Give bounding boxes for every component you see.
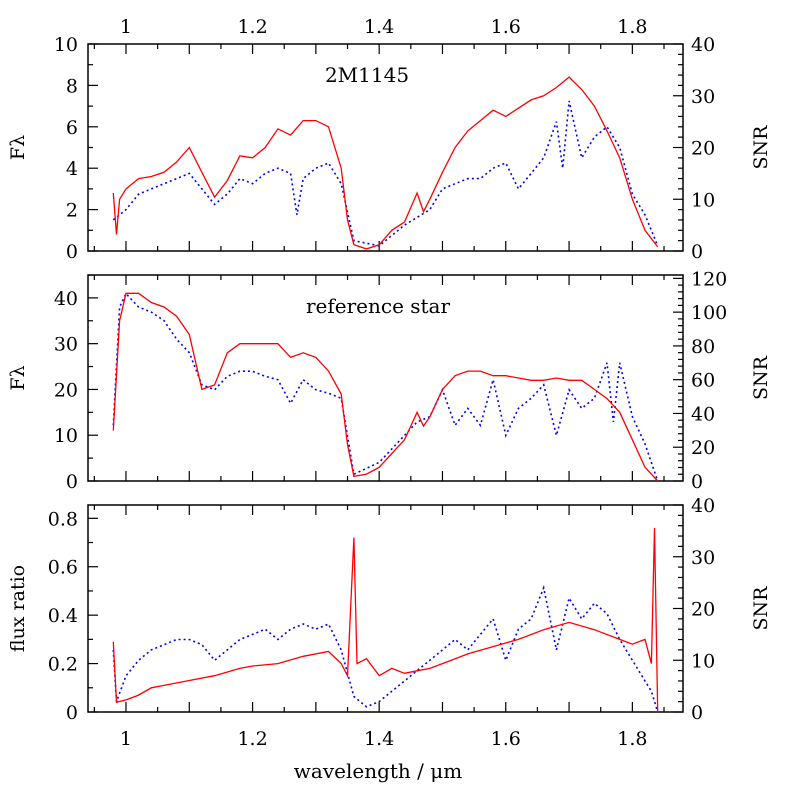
x-tick-label: 1.2	[237, 728, 267, 750]
y-right-tick-label: 20	[691, 599, 715, 621]
y-tick-label: 0.2	[48, 654, 78, 676]
y-tick-label: 4	[66, 158, 78, 180]
y-right-tick-label: 60	[691, 370, 715, 392]
y-right-tick-label: 10	[691, 650, 715, 672]
y-right-tick-label: 30	[691, 547, 715, 569]
y-tick-label: 0	[66, 241, 78, 263]
y-right-tick-label: 0	[691, 471, 703, 493]
panel-2: 0 10 20 30 40 0 20 40 60 80 100 120 Fλ SNR reference s…	[7, 268, 772, 493]
y-right-tick-label: 120	[691, 268, 727, 290]
y-tick-label: 0.8	[48, 508, 78, 530]
y-right-axis-label: SNR	[750, 125, 772, 170]
x-top-tick-label: 1.8	[617, 16, 647, 38]
snr-series-line	[112, 585, 659, 713]
x-tick-label: 1.4	[364, 728, 394, 750]
plot-frame	[87, 504, 684, 713]
x-tick-label: 1	[120, 728, 132, 750]
y-tick-label: 2	[66, 200, 78, 222]
y-right-tick-label: 80	[691, 336, 715, 358]
y-axis-label: Fλ	[7, 135, 29, 160]
panel-3: 0 0.2 0.4 0.6 0.8 0 10 20 30 40 flux ratio SNR	[7, 495, 772, 724]
x-top-tick-label: 1	[120, 16, 132, 38]
y-tick-label: 0.6	[48, 557, 78, 579]
y-tick-label: 30	[54, 334, 78, 356]
y-tick-label: 0	[66, 471, 78, 493]
y-tick-label: 10	[54, 34, 78, 56]
y-axis-label: flux ratio	[7, 565, 29, 652]
y-right-tick-label: 10	[691, 189, 715, 211]
y-tick-label: 40	[54, 288, 78, 310]
y-right-axis-label: SNR	[750, 586, 772, 631]
y-tick-label: 20	[54, 379, 78, 401]
y-tick-label: 0	[66, 702, 78, 724]
y-tick-label: 8	[66, 75, 78, 97]
y-right-tick-label: 40	[691, 34, 715, 56]
x-tick-label: 1.6	[491, 728, 521, 750]
x-tick-label: 1.8	[617, 728, 647, 750]
y-right-axis-label: SNR	[750, 355, 772, 400]
y-tick-label: 0.4	[48, 605, 78, 627]
flux-series-line	[112, 527, 659, 713]
x-axis-label: wavelength / μm	[294, 759, 462, 783]
y-tick-label: 10	[54, 425, 78, 447]
panel-title: reference star	[306, 294, 451, 318]
snr-series-line	[112, 292, 659, 482]
y-right-tick-label: 20	[691, 437, 715, 459]
panel-title: 2M1145	[325, 63, 409, 87]
x-top-tick-label: 1.6	[491, 16, 521, 38]
x-top-tick-label: 1.4	[364, 16, 394, 38]
flux-series-line	[112, 76, 659, 250]
y-tick-label: 6	[66, 117, 78, 139]
flux-series-line	[112, 292, 659, 482]
snr-series-line	[112, 100, 659, 247]
y-axis-label: Fλ	[7, 365, 29, 390]
y-right-tick-label: 30	[691, 86, 715, 108]
y-right-tick-label: 20	[691, 138, 715, 160]
x-top-tick-label: 1.2	[237, 16, 267, 38]
y-right-tick-label: 40	[691, 495, 715, 517]
y-right-tick-label: 100	[691, 302, 727, 324]
y-right-tick-label: 0	[691, 702, 703, 724]
y-right-tick-label: 0	[691, 241, 703, 263]
panel-1: 0 2 4 6 8 10 0 10 20 30 40 Fλ SNR 2M1145	[7, 34, 772, 263]
plot-frame	[87, 274, 684, 482]
y-right-tick-label: 40	[691, 403, 715, 425]
